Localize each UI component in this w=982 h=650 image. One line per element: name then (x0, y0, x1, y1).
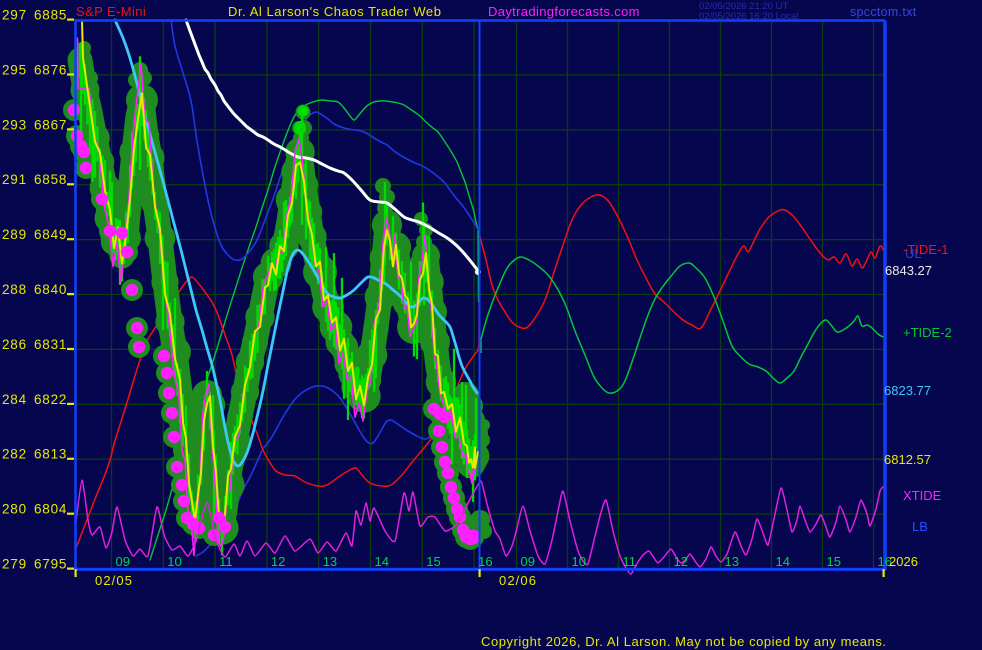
svg-text:09: 09 (116, 554, 130, 569)
svg-text:S&P E-Mini: S&P E-Mini (76, 4, 146, 19)
svg-text:12: 12 (674, 554, 688, 569)
svg-text:291: 291 (2, 172, 27, 187)
svg-text:288: 288 (2, 282, 27, 297)
svg-text:280: 280 (2, 502, 27, 517)
svg-text:13: 13 (323, 554, 337, 569)
svg-text:02/05/2026 16:20 Local: 02/05/2026 16:20 Local (699, 11, 798, 22)
svg-text:6876: 6876 (34, 62, 67, 77)
svg-text:6795: 6795 (34, 557, 67, 572)
svg-text:14: 14 (375, 554, 389, 569)
svg-text:286: 286 (2, 337, 27, 352)
svg-text:15: 15 (426, 554, 440, 569)
svg-text:284: 284 (2, 392, 27, 407)
svg-text:09: 09 (521, 554, 535, 569)
svg-text:6885: 6885 (34, 8, 67, 23)
svg-text:XTIDE: XTIDE (903, 488, 942, 503)
svg-text:02/05/2026 21:20 UT: 02/05/2026 21:20 UT (699, 1, 788, 12)
svg-text:Dr. Al Larson's Chaos Trader W: Dr. Al Larson's Chaos Trader Web (228, 4, 442, 19)
svg-text:6804: 6804 (34, 502, 67, 517)
svg-text:6858: 6858 (34, 172, 67, 187)
svg-text:282: 282 (2, 447, 27, 462)
svg-text:02/06: 02/06 (499, 573, 537, 588)
svg-text:6813: 6813 (34, 447, 67, 462)
svg-text:6867: 6867 (34, 117, 67, 132)
svg-text:6823.77: 6823.77 (884, 383, 931, 398)
svg-text:10: 10 (572, 554, 586, 569)
svg-text:6822: 6822 (34, 392, 67, 407)
svg-text:11: 11 (219, 554, 233, 569)
svg-text:16: 16 (478, 554, 492, 569)
svg-text:6840: 6840 (34, 282, 67, 297)
svg-text:295: 295 (2, 62, 27, 77)
svg-text:Daytradingforecasts.com: Daytradingforecasts.com (488, 4, 640, 19)
svg-text:6812.57: 6812.57 (884, 452, 931, 467)
svg-text:14: 14 (776, 554, 790, 569)
svg-text:Copyright 2026, Dr. Al Larson.: Copyright 2026, Dr. Al Larson. May not b… (481, 634, 887, 649)
svg-text:11: 11 (623, 554, 637, 569)
svg-text:-TIDE-1: -TIDE-1 (903, 242, 949, 257)
svg-text:297: 297 (2, 8, 27, 23)
svg-text:13: 13 (725, 554, 739, 569)
svg-text:UL: UL (905, 246, 922, 261)
svg-text:279: 279 (2, 557, 27, 572)
svg-text:+TIDE-2: +TIDE-2 (903, 325, 952, 340)
svg-text:6843.27: 6843.27 (885, 263, 932, 278)
svg-text:289: 289 (2, 227, 27, 242)
svg-text:293: 293 (2, 117, 27, 132)
svg-text:spcctom.txt: spcctom.txt (850, 5, 917, 19)
svg-text:02/05: 02/05 (95, 573, 133, 588)
svg-text:6831: 6831 (34, 337, 67, 352)
svg-text:16: 16 (878, 554, 892, 569)
svg-text:12: 12 (271, 554, 285, 569)
svg-text:15: 15 (827, 554, 841, 569)
svg-text:2026: 2026 (889, 554, 918, 569)
svg-text:10: 10 (167, 554, 181, 569)
svg-text:LB: LB (912, 519, 928, 534)
svg-text:6849: 6849 (34, 227, 67, 242)
